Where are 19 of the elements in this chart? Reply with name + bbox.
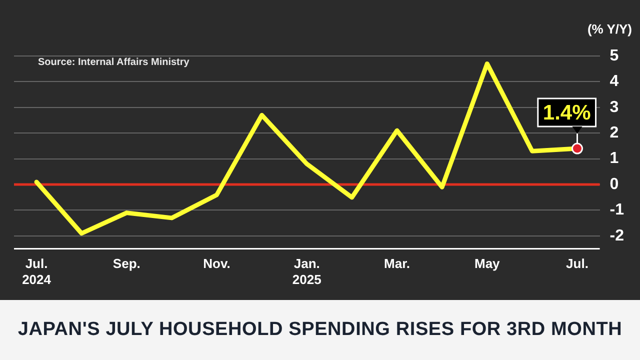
- annotation: 1.4%: [542, 101, 592, 124]
- x-tick-label: Sep.: [112, 256, 140, 272]
- x-tick-label: Jul. 2024: [22, 256, 52, 287]
- x-tick-label: May: [474, 256, 501, 272]
- text: JAPAN'S JULY HOUSEHOLD SPENDING RISES FOR 3RD MONTH: [0, 300, 640, 360]
- y-tick-label: 4: [610, 73, 619, 90]
- x-tick-label: Jan. 2025: [292, 256, 322, 287]
- y-tick-label: 3: [610, 98, 619, 116]
- x-tick-label: Nov.: [203, 256, 230, 272]
- x-tick-label: Mar.: [384, 256, 410, 272]
- y-tick-label: 0: [610, 176, 619, 193]
- y-axis-title: (% Y/Y): [587, 22, 632, 37]
- x-tick-label: Jul.: [566, 256, 588, 272]
- y-tick-label: 5: [610, 47, 619, 64]
- y-tick-label: -1: [610, 202, 624, 219]
- y-tick-label: 1: [610, 150, 619, 168]
- annotation: Source: Internal Affairs Ministry: [38, 56, 190, 68]
- y-tick-label: -2: [610, 227, 624, 244]
- y-tick-label: 2: [610, 124, 619, 142]
